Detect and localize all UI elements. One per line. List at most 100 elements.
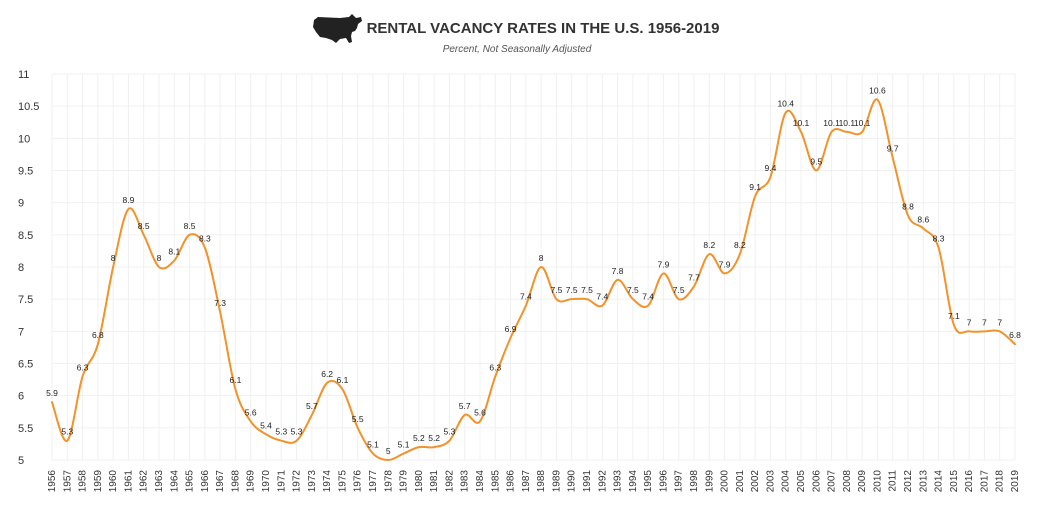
x-tick-label: 2017 [979, 470, 990, 493]
x-tick-label: 1997 [674, 470, 685, 493]
x-tick-label: 2013 [918, 470, 929, 493]
data-point [999, 330, 1001, 332]
x-tick-label: 2015 [949, 470, 960, 493]
data-label: 7.9 [719, 259, 731, 269]
y-tick-label: 8.5 [18, 230, 33, 242]
x-tick-label: 1988 [536, 470, 547, 493]
data-label: 8.5 [184, 221, 196, 231]
data-point [938, 247, 940, 249]
data-point [678, 298, 680, 300]
data-label: 6.8 [92, 330, 104, 340]
x-tick-label: 1986 [506, 470, 517, 493]
x-tick-label: 1957 [62, 470, 73, 493]
data-label: 5.2 [428, 433, 440, 443]
data-label: 6.3 [77, 362, 89, 372]
data-point [372, 453, 374, 455]
x-tick-label: 2004 [781, 470, 792, 493]
y-tick-label: 8 [18, 262, 24, 274]
data-point [785, 112, 787, 114]
x-tick-label: 1991 [582, 470, 593, 493]
data-label: 6.3 [489, 362, 501, 372]
data-point [173, 260, 175, 262]
y-tick-label: 11 [18, 69, 29, 81]
data-label: 6.9 [505, 324, 517, 334]
y-tick-label: 10.5 [18, 101, 39, 113]
data-point [433, 446, 435, 448]
x-tick-label: 2011 [888, 470, 899, 492]
data-point [418, 446, 420, 448]
data-label: 5.5 [352, 414, 364, 424]
x-tick-label: 1964 [169, 470, 180, 493]
y-tick-label: 6.5 [18, 359, 33, 371]
data-label: 5.7 [306, 401, 318, 411]
data-label: 7.8 [612, 266, 624, 276]
series-line [51, 98, 1016, 461]
data-point [387, 459, 389, 461]
x-tick-label: 1959 [93, 470, 104, 493]
data-point [112, 266, 114, 268]
y-tick-label: 7.5 [18, 294, 33, 306]
data-label: 8.2 [734, 240, 746, 250]
data-label: 10.6 [869, 86, 886, 96]
data-label: 7 [967, 317, 972, 327]
data-point [922, 227, 924, 229]
data-point [831, 131, 833, 133]
data-point [632, 298, 634, 300]
data-point [143, 234, 145, 236]
data-point [846, 131, 848, 133]
data-point [326, 382, 328, 384]
data-label: 8.8 [902, 202, 914, 212]
data-label: 5.1 [367, 440, 379, 450]
x-tick-label: 2009 [857, 470, 868, 493]
data-point [66, 440, 68, 442]
data-point [311, 414, 313, 416]
data-label: 7 [982, 317, 987, 327]
data-point [724, 272, 726, 274]
grid [51, 73, 1016, 461]
data-label: 9.5 [810, 157, 822, 167]
data-point [250, 420, 252, 422]
data-label: 7.3 [214, 298, 226, 308]
data-label: 7.4 [520, 292, 532, 302]
x-tick-label: 1977 [368, 470, 379, 493]
x-tick-label: 1960 [108, 470, 119, 493]
data-label: 6.1 [337, 375, 349, 385]
chart-title: RENTAL VACANCY RATES IN THE U.S. 1956-20… [367, 20, 720, 37]
data-label: 5.6 [474, 407, 486, 417]
usa-map-icon [313, 14, 362, 43]
x-tick-label: 2012 [903, 470, 914, 493]
data-point [403, 453, 405, 455]
data-point [617, 279, 619, 281]
data-point [357, 427, 359, 429]
data-point [1014, 343, 1016, 345]
data-labels: 5.95.36.36.888.98.588.18.58.37.36.15.65.… [46, 86, 1021, 461]
data-point [510, 337, 512, 339]
data-label: 6.2 [321, 369, 333, 379]
x-tick-label: 1983 [460, 470, 471, 493]
chart-subtitle: Percent, Not Seasonally Adjusted [443, 44, 592, 55]
x-tick-label: 2008 [842, 470, 853, 493]
data-label: 8 [157, 253, 162, 263]
x-tick-label: 2016 [964, 470, 975, 493]
data-label: 5.3 [275, 427, 287, 437]
data-point [448, 440, 450, 442]
x-tick-label: 1978 [383, 470, 394, 493]
data-point [555, 298, 557, 300]
data-point [204, 247, 206, 249]
x-tick-label: 1958 [78, 470, 89, 493]
data-point [953, 324, 955, 326]
data-label: 7.5 [627, 285, 639, 295]
x-tick-label: 1973 [307, 470, 318, 493]
data-label: 5 [386, 446, 391, 456]
x-tick-label: 1982 [444, 470, 455, 493]
x-tick-label: 1984 [475, 470, 486, 493]
data-label: 10.1 [823, 118, 840, 128]
data-label: 5.3 [291, 427, 303, 437]
data-label: 5.6 [245, 407, 257, 417]
data-point [494, 375, 496, 377]
chart-header: RENTAL VACANCY RATES IN THE U.S. 1956-20… [313, 14, 719, 55]
x-tick-label: 1994 [628, 470, 639, 493]
x-axis-ticks: 1956 1957 1958 1959 1960 1961 1962 1963 1964 1965… [47, 470, 1021, 493]
data-label: 5.2 [413, 433, 425, 443]
